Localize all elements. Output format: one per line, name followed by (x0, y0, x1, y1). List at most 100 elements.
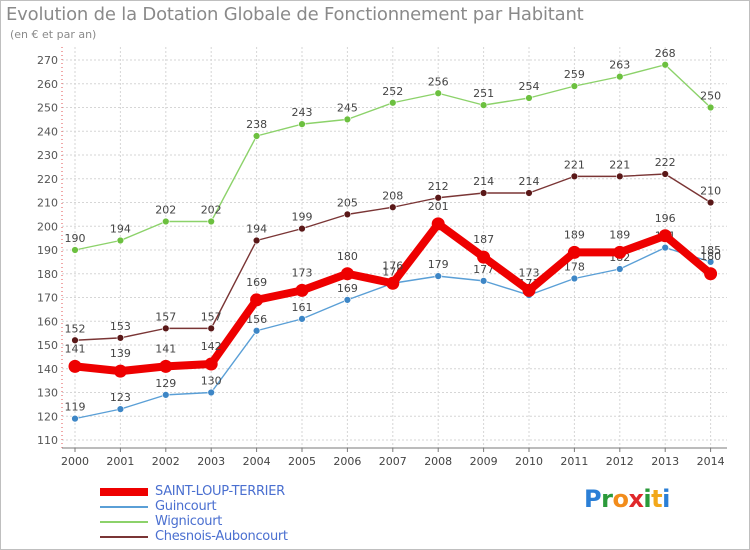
data-label: 180 (337, 250, 358, 263)
data-point (343, 115, 352, 124)
x-tick-label: 2003 (197, 455, 225, 468)
data-label: 205 (337, 196, 358, 209)
data-label: 256 (428, 75, 449, 88)
data-label: 194 (246, 223, 267, 236)
data-label: 245 (337, 101, 358, 114)
data-point (434, 272, 442, 280)
logo-letter: i (643, 485, 652, 513)
data-label: 222 (655, 156, 676, 169)
data-point (661, 243, 669, 252)
y-tick-label: 150 (37, 339, 58, 352)
data-label: 177 (473, 263, 494, 276)
data-label: 180 (700, 250, 721, 263)
data-label: 212 (428, 180, 449, 193)
data-label: 157 (201, 310, 222, 323)
data-point (434, 89, 442, 97)
legend-label: Chesnois-Auboncourt (155, 529, 288, 544)
y-tick-label: 110 (37, 434, 58, 447)
data-point (298, 224, 306, 233)
data-label: 196 (655, 212, 676, 225)
legend-label: Guincourt (155, 499, 217, 514)
data-label: 254 (519, 80, 540, 93)
data-point (340, 267, 354, 281)
data-label: 139 (110, 347, 131, 360)
data-point (116, 334, 125, 342)
data-point (704, 267, 718, 281)
logo-letter: i (662, 485, 670, 513)
data-point (207, 388, 215, 397)
data-point (479, 189, 488, 197)
data-label: 157 (155, 310, 176, 323)
data-point (71, 246, 79, 254)
x-tick-label: 2013 (651, 455, 679, 468)
data-label: 190 (65, 232, 86, 245)
x-tick-label: 2006 (333, 455, 361, 468)
data-label: 141 (65, 342, 86, 355)
legend-swatch (100, 536, 148, 538)
y-tick-label: 230 (37, 149, 58, 162)
data-label: 250 (700, 90, 721, 103)
data-point (250, 293, 264, 307)
data-label: 176 (382, 259, 403, 272)
y-tick-label: 260 (37, 78, 58, 91)
data-label: 259 (564, 68, 585, 81)
data-label: 263 (609, 59, 630, 72)
y-tick-label: 200 (37, 220, 58, 233)
x-tick-label: 2008 (424, 455, 452, 468)
x-tick-label: 2002 (152, 455, 180, 468)
data-point (162, 217, 170, 226)
data-point (706, 103, 715, 112)
data-label: 173 (519, 266, 540, 279)
data-point (479, 101, 488, 109)
series-wignicourt: 190 194 202 202 238 243 245 252 256 251 254 259 263 2… (65, 47, 721, 254)
x-tick-label: 2011 (560, 455, 588, 468)
data-point (525, 94, 533, 102)
data-label: 130 (201, 375, 222, 388)
data-label: 129 (155, 377, 176, 390)
data-label: 194 (110, 223, 131, 236)
x-tick-label: 2012 (606, 455, 634, 468)
data-label: 252 (382, 85, 403, 98)
data-point (389, 99, 397, 107)
x-tick-label: 2010 (515, 455, 543, 468)
data-label: 214 (519, 175, 540, 188)
x-tick-label: 2007 (379, 455, 407, 468)
data-point (207, 217, 215, 226)
data-point (343, 296, 352, 304)
data-point (431, 217, 445, 231)
data-point (386, 276, 400, 290)
data-point (71, 336, 79, 344)
y-tick-label: 140 (37, 363, 58, 376)
data-point (479, 277, 488, 285)
data-point (71, 414, 79, 423)
data-label: 202 (155, 204, 176, 217)
chart-title: Evolution de la Dotation Globale de Fonc… (6, 4, 584, 25)
data-point (616, 172, 624, 181)
legend-swatch (100, 521, 148, 523)
chart-subtitle: (en € et par an) (10, 28, 97, 41)
data-label: 153 (110, 320, 131, 333)
data-point (343, 210, 352, 219)
data-point (661, 61, 669, 69)
y-tick-label: 170 (37, 292, 58, 305)
data-point (567, 245, 581, 259)
data-point (252, 236, 261, 245)
logo-letter: o (612, 485, 629, 513)
x-tick-label: 2004 (243, 455, 271, 468)
legend-label: SAINT-LOUP-TERRIER (155, 484, 285, 499)
y-tick-label: 190 (37, 244, 58, 257)
y-tick-label: 270 (37, 54, 58, 67)
data-point (298, 120, 306, 128)
data-label: 189 (564, 228, 585, 241)
data-point (295, 283, 309, 297)
data-label: 243 (292, 106, 313, 119)
x-tick-label: 2009 (470, 455, 498, 468)
data-label: 268 (655, 47, 676, 60)
data-label: 189 (609, 228, 630, 241)
data-point (159, 359, 173, 373)
data-label: 119 (65, 401, 86, 414)
legend-swatch (100, 506, 148, 508)
data-point (204, 357, 218, 371)
data-label: 161 (292, 301, 313, 314)
data-label: 169 (337, 282, 358, 295)
